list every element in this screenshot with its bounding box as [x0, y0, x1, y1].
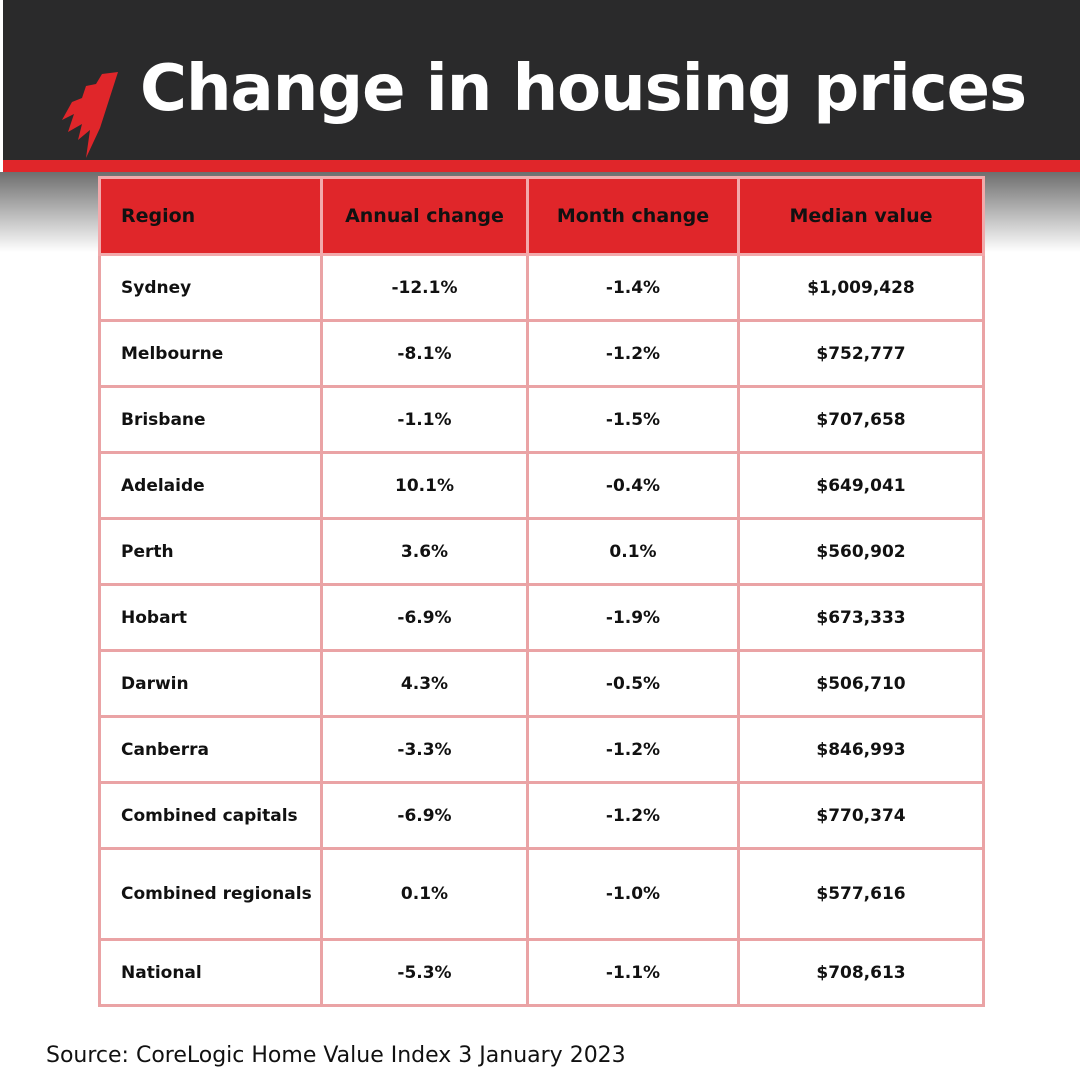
table-cell: $506,710 — [737, 649, 985, 718]
table-cell: -1.5% — [526, 385, 740, 454]
table-cell: Perth — [98, 517, 323, 586]
table-cell: Canberra — [98, 715, 323, 784]
table-cell: 4.3% — [320, 649, 529, 718]
header-banner — [3, 0, 1080, 160]
table-row: Adelaide 10.1% -0.4% $649,041 — [98, 451, 985, 520]
table-row: Perth 3.6% 0.1% $560,902 — [98, 517, 985, 586]
table-row: Canberra -3.3% -1.2% $846,993 — [98, 715, 985, 784]
table-cell: -6.9% — [320, 583, 529, 652]
page-title: Change in housing prices — [140, 52, 1027, 126]
table-row: Sydney -12.1% -1.4% $1,009,428 — [98, 253, 985, 322]
table-cell: $673,333 — [737, 583, 985, 652]
table-row: Combined regionals 0.1% -1.0% $577,616 — [98, 847, 985, 941]
column-header: Month change — [526, 176, 740, 256]
table-row: National -5.3% -1.1% $708,613 — [98, 938, 985, 1007]
table-cell: -1.4% — [526, 253, 740, 322]
table-cell: -1.2% — [526, 781, 740, 850]
table-cell: Darwin — [98, 649, 323, 718]
table-cell: -1.9% — [526, 583, 740, 652]
table-cell: -1.1% — [320, 385, 529, 454]
table-cell: $649,041 — [737, 451, 985, 520]
table-cell: -3.3% — [320, 715, 529, 784]
column-header: Annual change — [320, 176, 529, 256]
table-cell: $1,009,428 — [737, 253, 985, 322]
source-note: Source: CoreLogic Home Value Index 3 Jan… — [46, 1043, 626, 1068]
table-cell: -5.3% — [320, 938, 529, 1007]
table-cell: $770,374 — [737, 781, 985, 850]
table-cell: 0.1% — [320, 847, 529, 941]
table-cell: Adelaide — [98, 451, 323, 520]
table-cell: -1.0% — [526, 847, 740, 941]
table-row: Combined capitals -6.9% -1.2% $770,374 — [98, 781, 985, 850]
table-cell: $577,616 — [737, 847, 985, 941]
column-header: Median value — [737, 176, 985, 256]
housing-table: Region Annual change Month change Median va… — [98, 176, 985, 1007]
table-row: Melbourne -8.1% -1.2% $752,777 — [98, 319, 985, 388]
table-cell: Brisbane — [98, 385, 323, 454]
table-header-row: Region Annual change Month change Median va… — [98, 176, 985, 256]
table-cell: -1.1% — [526, 938, 740, 1007]
table-cell: -0.4% — [526, 451, 740, 520]
table-cell: National — [98, 938, 323, 1007]
table-cell: -12.1% — [320, 253, 529, 322]
table-cell: Sydney — [98, 253, 323, 322]
table-cell: Combined regionals — [98, 847, 323, 941]
table-cell: $707,658 — [737, 385, 985, 454]
table-row: Hobart -6.9% -1.9% $673,333 — [98, 583, 985, 652]
red-stripe — [3, 160, 1080, 172]
table-cell: Combined capitals — [98, 781, 323, 850]
table-cell: $708,613 — [737, 938, 985, 1007]
table-cell: -1.2% — [526, 715, 740, 784]
sbs-logo-icon — [62, 72, 118, 158]
table-cell: -6.9% — [320, 781, 529, 850]
table-cell: 3.6% — [320, 517, 529, 586]
table-cell: -1.2% — [526, 319, 740, 388]
table-cell: $752,777 — [737, 319, 985, 388]
table-cell: 10.1% — [320, 451, 529, 520]
table-cell: $846,993 — [737, 715, 985, 784]
table-cell: 0.1% — [526, 517, 740, 586]
table-row: Darwin 4.3% -0.5% $506,710 — [98, 649, 985, 718]
table-cell: -0.5% — [526, 649, 740, 718]
table-cell: Hobart — [98, 583, 323, 652]
table-cell: Melbourne — [98, 319, 323, 388]
table-cell: -8.1% — [320, 319, 529, 388]
column-header: Region — [98, 176, 323, 256]
table-row: Brisbane -1.1% -1.5% $707,658 — [98, 385, 985, 454]
table-cell: $560,902 — [737, 517, 985, 586]
